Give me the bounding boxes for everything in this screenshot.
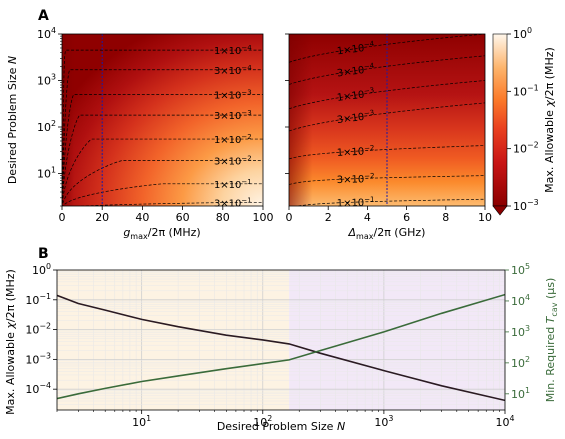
x-tick-label-a: 20 (95, 211, 109, 224)
contour-b-line (289, 80, 485, 110)
y2label-c: Min. Required Tcav (μs) (544, 278, 559, 403)
y-tick-label-c: 10−1 (25, 292, 51, 307)
contours-b (289, 34, 485, 206)
axes-frame-a (61, 33, 264, 207)
colorbar-tick-label: 10−3 (513, 198, 539, 213)
xlabel-a: gmax/2π (MHz) (123, 226, 200, 241)
ylabel-a: Desired Problem Size N (6, 56, 19, 184)
contour-b-label: 3×10−3 (336, 109, 375, 127)
contour-a-line (62, 160, 263, 206)
contour-b-line (289, 34, 485, 63)
contours-a (62, 49, 263, 206)
contour-b-label: 3×10−4 (336, 62, 376, 80)
colorbar-ticks: 100 10−1 10−2 10−3 (507, 26, 539, 213)
contour-b-line (289, 102, 485, 132)
contour-a-line (77, 201, 263, 206)
contour-b-line (289, 145, 485, 160)
ylabel-c: Max. Allowable χ/2π (MHz) (4, 269, 17, 415)
colorbar-label: Max. Allowable χ/2π (MHz) (543, 47, 556, 193)
heatmap-a (62, 34, 263, 206)
y-tick-label-a: 101 (37, 165, 56, 180)
x-tick-label-b: 6 (403, 211, 410, 224)
y-tick-label-c: 10−2 (25, 322, 51, 337)
ticks-c: 101 102 103 104 100 10−1 10−2 10−3 10−4 105 104 103… (25, 262, 530, 429)
x-tick-label-c: 103 (374, 414, 393, 429)
x-tick-label-a: 40 (135, 211, 149, 224)
x-tick-label-b: 0 (286, 211, 293, 224)
contour-a-line (62, 183, 263, 206)
y2-tick-label-c: 102 (511, 355, 530, 370)
contour-a-label: 1×10−2 (214, 133, 252, 146)
contour-a-line (62, 69, 263, 206)
x-tick-label-a: 60 (176, 211, 190, 224)
x-tick-label-a: 0 (59, 211, 66, 224)
y-tick-label-c: 10−4 (25, 381, 51, 396)
contour-b-label: 1×10−2 (336, 144, 374, 159)
colorbar-tick-label: 10−1 (513, 83, 539, 98)
region-left-bg (57, 270, 290, 410)
contour-b-line (289, 55, 485, 85)
panel-a2: 0 2 4 6 8 10 1×10−4 3×10−4 1×10−3 3×10−3 1×10−2 3×… (285, 26, 556, 241)
contour-b-label: 1×10−4 (336, 40, 376, 58)
contour-a-line (62, 94, 263, 206)
y2-tick-label-c: 101 (511, 386, 530, 401)
contour-b-label: 1×10−3 (336, 86, 375, 104)
xlabel-c: Desired Problem Size N (217, 420, 345, 433)
ticks-b: 0 2 4 6 8 10 (285, 33, 492, 224)
x-tick-label-b: 2 (325, 211, 332, 224)
xlabel-b: Δmax/2π (GHz) (348, 226, 426, 241)
y-tick-label-a: 103 (37, 72, 56, 87)
colorbar: 100 10−1 10−2 10−3 Max. Allowable χ/2π (MHz… (492, 26, 556, 216)
ticks-a: 0 20 40 60 80 100 104 103 102 101 (37, 26, 274, 224)
x-tick-label-b: 10 (478, 211, 492, 224)
heatmap-b (289, 34, 485, 206)
axes-frame-b (288, 33, 486, 207)
contour-a-label: 3×10−4 (214, 64, 252, 77)
y-tick-label-a: 102 (37, 119, 56, 134)
x-tick-label-a: 80 (216, 211, 230, 224)
y-tick-label-c: 100 (32, 262, 51, 277)
axes-frame-c (56, 269, 506, 411)
contour-labels-a: 1×10−4 3×10−4 1×10−3 3×10−3 1×10−2 3×10−2 1×10… (214, 44, 252, 209)
colorbar-extend-arrow (492, 205, 508, 216)
plot-area-c (57, 270, 505, 410)
panel-b: B 101 102 103 10410010−110−210−310−41051041… (4, 246, 559, 433)
x-tick-label-c: 101 (132, 414, 151, 429)
y2-tick-label-c: 105 (511, 262, 530, 277)
contour-a-label: 3×10−3 (214, 109, 252, 122)
grid-c (57, 270, 505, 410)
x-tick-label-a: 100 (253, 211, 274, 224)
y2-tick-label-c: 104 (511, 293, 530, 308)
contour-a-label: 1×10−4 (214, 44, 252, 57)
contour-a-line (62, 114, 263, 206)
colorbar-tick-label: 10−2 (513, 141, 539, 156)
series-min-tcav-line (57, 293, 505, 400)
x-tick-label-c: 104 (495, 414, 514, 429)
contour-labels-b: 1×10−4 3×10−4 1×10−3 3×10−3 1×10−2 3×10−2 1×10… (336, 40, 376, 210)
panel-b-label: B (38, 246, 49, 262)
y-tick-label-c: 10−3 (25, 351, 51, 366)
panel-a-label: A (38, 8, 49, 24)
contour-b-label: 3×10−2 (337, 172, 375, 186)
y-tick-label-a: 104 (37, 26, 56, 41)
contour-a-label: 1×10−3 (214, 88, 252, 101)
y2-tick-label-c: 103 (511, 324, 530, 339)
series-max-chi-line (57, 294, 505, 402)
contour-a-label: 1×10−1 (214, 178, 252, 191)
x-tick-label-b: 4 (364, 211, 371, 224)
contour-b-label: 1×10−1 (337, 196, 375, 210)
region-right-bg (289, 270, 505, 410)
x-tick-label-b: 8 (442, 211, 449, 224)
contour-a-label: 3×10−1 (214, 196, 252, 209)
x-tick-label-c: 102 (253, 414, 272, 429)
contour-b-line (289, 175, 485, 186)
contour-a-label: 3×10−2 (214, 155, 252, 168)
colorbar-tick-label: 100 (513, 26, 532, 41)
contour-b-line (295, 198, 485, 206)
